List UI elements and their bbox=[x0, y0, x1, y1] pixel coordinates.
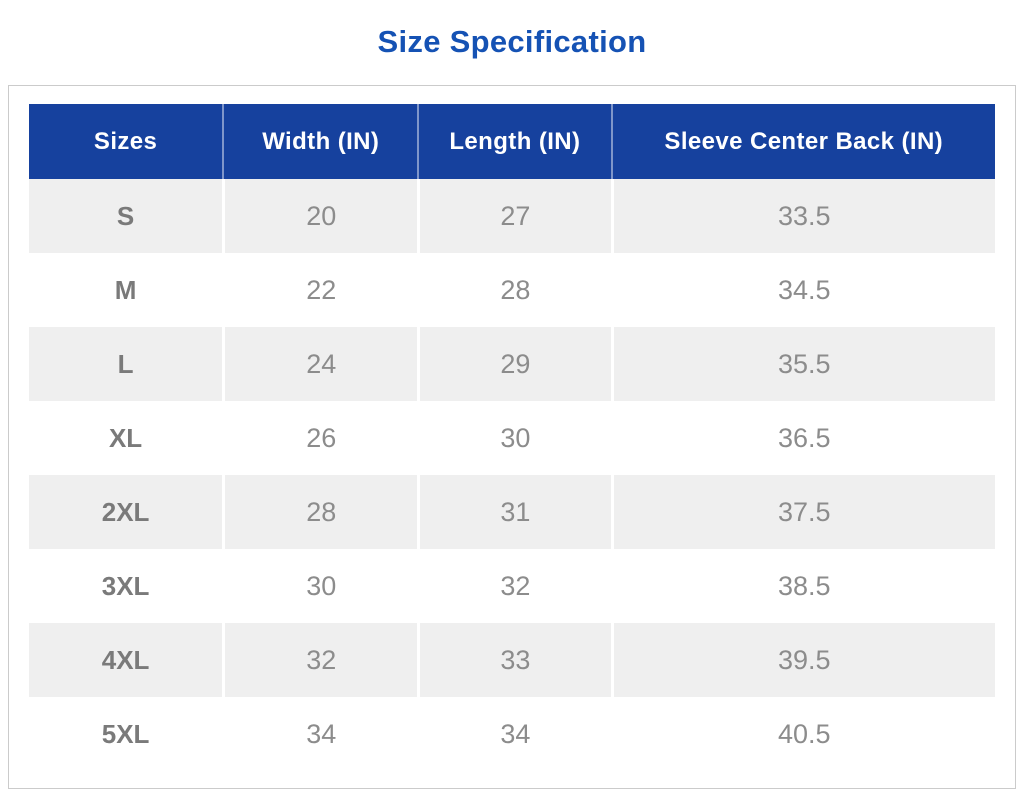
value-cell: 26 bbox=[222, 401, 418, 475]
column-header-sleeve-center-back-in: Sleeve Center Back (IN) bbox=[610, 104, 995, 179]
table-row: 4XL 32 33 39.5 bbox=[29, 623, 995, 697]
size-cell: XL bbox=[29, 401, 223, 475]
size-cell: 4XL bbox=[29, 623, 223, 697]
table-body: S 20 27 33.5 M 22 28 34.5 L 24 29 35.5 XL 26 30 36.5 2XL… bbox=[29, 179, 995, 771]
value-cell: 34 bbox=[222, 697, 418, 771]
size-cell: M bbox=[29, 253, 223, 327]
value-cell: 29 bbox=[417, 327, 611, 401]
size-cell: L bbox=[29, 327, 223, 401]
table-row: S 20 27 33.5 bbox=[29, 179, 995, 253]
value-cell: 38.5 bbox=[610, 549, 995, 623]
table-row: L 24 29 35.5 bbox=[29, 327, 995, 401]
page-title: Size Specification bbox=[377, 24, 647, 59]
table-row: M 22 28 34.5 bbox=[29, 253, 995, 327]
value-cell: 34 bbox=[417, 697, 611, 771]
value-cell: 32 bbox=[222, 623, 418, 697]
column-header-width-in: Width (IN) bbox=[222, 104, 418, 179]
value-cell: 30 bbox=[222, 549, 418, 623]
table-row: 2XL 28 31 37.5 bbox=[29, 475, 995, 549]
value-cell: 24 bbox=[222, 327, 418, 401]
value-cell: 33.5 bbox=[610, 179, 995, 253]
value-cell: 32 bbox=[417, 549, 611, 623]
value-cell: 36.5 bbox=[610, 401, 995, 475]
value-cell: 31 bbox=[417, 475, 611, 549]
value-cell: 28 bbox=[417, 253, 611, 327]
value-cell: 30 bbox=[417, 401, 611, 475]
table-row: 3XL 30 32 38.5 bbox=[29, 549, 995, 623]
value-cell: 33 bbox=[417, 623, 611, 697]
value-cell: 20 bbox=[222, 179, 418, 253]
size-specification-table: Sizes Width (IN) Length (IN) Sleeve Center … bbox=[29, 104, 995, 771]
value-cell: 37.5 bbox=[610, 475, 995, 549]
table-row: 5XL 34 34 40.5 bbox=[29, 697, 995, 771]
value-cell: 40.5 bbox=[610, 697, 995, 771]
value-cell: 35.5 bbox=[610, 327, 995, 401]
size-cell: 2XL bbox=[29, 475, 223, 549]
value-cell: 22 bbox=[222, 253, 418, 327]
value-cell: 27 bbox=[417, 179, 611, 253]
value-cell: 34.5 bbox=[610, 253, 995, 327]
size-cell: 5XL bbox=[29, 697, 223, 771]
size-table-card: Sizes Width (IN) Length (IN) Sleeve Center … bbox=[8, 85, 1016, 789]
size-cell: S bbox=[29, 179, 223, 253]
table-row: XL 26 30 36.5 bbox=[29, 401, 995, 475]
column-header-sizes: Sizes bbox=[29, 104, 223, 179]
table-header-row: Sizes Width (IN) Length (IN) Sleeve Center … bbox=[29, 104, 995, 179]
value-cell: 39.5 bbox=[610, 623, 995, 697]
column-header-length-in: Length (IN) bbox=[417, 104, 611, 179]
size-cell: 3XL bbox=[29, 549, 223, 623]
value-cell: 28 bbox=[222, 475, 418, 549]
